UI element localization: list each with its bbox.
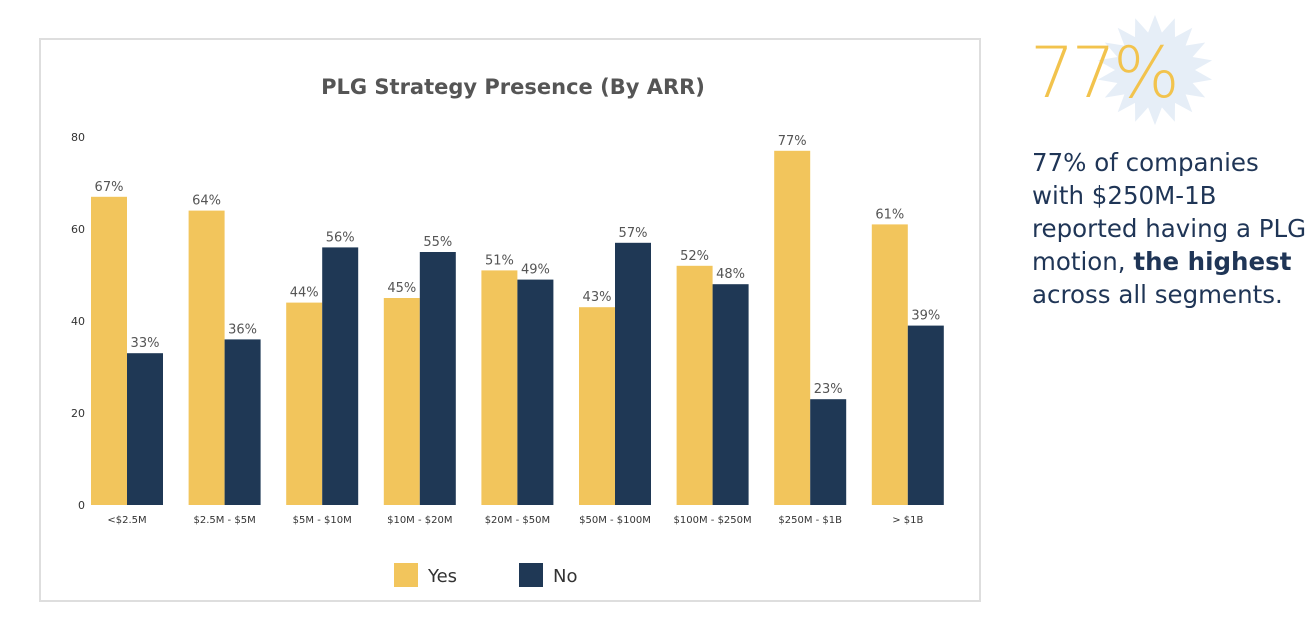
x-tick-label: > $1B: [892, 515, 923, 526]
data-label: 44%: [290, 286, 319, 301]
y-tick-label: 40: [71, 315, 85, 328]
callout-text: 77% of companies with $250M-1B reported …: [1032, 146, 1308, 311]
callout-emphasis: the highest: [1133, 247, 1292, 276]
chart-card: PLG Strategy Presence (By ARR) 0 20 40 60 80…: [39, 38, 981, 602]
y-tick-label: 20: [71, 407, 85, 420]
legend-swatch-no: [519, 563, 543, 587]
data-label: 67%: [95, 180, 124, 195]
data-label: 64%: [192, 194, 221, 209]
data-label: 36%: [228, 322, 257, 337]
data-label: 48%: [716, 267, 745, 282]
chart-title: PLG Strategy Presence (By ARR): [321, 75, 705, 99]
data-label: 61%: [875, 207, 904, 222]
bar-chart: PLG Strategy Presence (By ARR) 0 20 40 60 80…: [71, 75, 944, 587]
data-label: 43%: [583, 290, 612, 305]
bar-yes: [286, 302, 323, 505]
bar-yes: [91, 196, 127, 506]
chart-legend: Yes No: [394, 563, 577, 587]
bar-no: [907, 325, 944, 505]
data-label: 49%: [521, 263, 550, 278]
bar-yes: [188, 210, 225, 505]
data-label: 45%: [387, 281, 416, 296]
x-tick-label: $250M - $1B: [778, 515, 842, 526]
legend-label-no: No: [553, 566, 577, 587]
x-tick-label: $2.5M - $5M: [193, 515, 255, 526]
bar-no: [712, 284, 749, 505]
x-tick-label: $20M - $50M: [485, 515, 550, 526]
callout-text-part: across all segments.: [1032, 280, 1283, 309]
bar-no: [419, 252, 456, 505]
x-tick-label: $50M - $100M: [579, 515, 651, 526]
legend-swatch-yes: [394, 563, 418, 587]
y-tick-label: 0: [78, 499, 85, 512]
y-tick-label: 60: [71, 223, 85, 236]
bar-no: [517, 279, 554, 505]
data-label: 39%: [911, 309, 940, 324]
bar-yes: [579, 307, 615, 505]
data-label: 52%: [680, 249, 709, 264]
bar-no: [810, 399, 847, 505]
data-label: 51%: [485, 253, 514, 268]
x-tick-label: <$2.5M: [107, 515, 146, 526]
bar-yes: [774, 150, 811, 506]
data-label: 23%: [814, 382, 843, 397]
bar-no: [224, 339, 261, 505]
bar-no: [615, 242, 651, 506]
data-label: 77%: [778, 134, 807, 149]
data-label: 33%: [131, 336, 160, 351]
legend-label-yes: Yes: [427, 566, 457, 587]
starburst-icon: [1097, 14, 1213, 126]
data-label: 57%: [619, 226, 648, 241]
bar-no: [127, 353, 163, 505]
x-tick-label: $5M - $10M: [293, 515, 352, 526]
callout-text-part: 77% of companies with $250M-1B reported …: [1032, 148, 1307, 276]
y-tick-label: 80: [71, 131, 85, 144]
data-label: 56%: [326, 230, 355, 245]
plot-area: 0 20 40 60 80 67% 33% <$2.5M 64% 36% $2.5M - $5M 44…: [71, 131, 944, 526]
bar-no: [322, 247, 359, 505]
bar-yes: [676, 265, 713, 505]
x-tick-label: $10M - $20M: [387, 515, 452, 526]
bar-yes: [871, 224, 908, 505]
data-label: 55%: [423, 235, 452, 250]
x-tick-label: $100M - $250M: [674, 515, 752, 526]
bar-yes: [481, 270, 518, 505]
highlight-stat: 77%: [1030, 32, 1180, 114]
bar-yes: [383, 298, 420, 505]
